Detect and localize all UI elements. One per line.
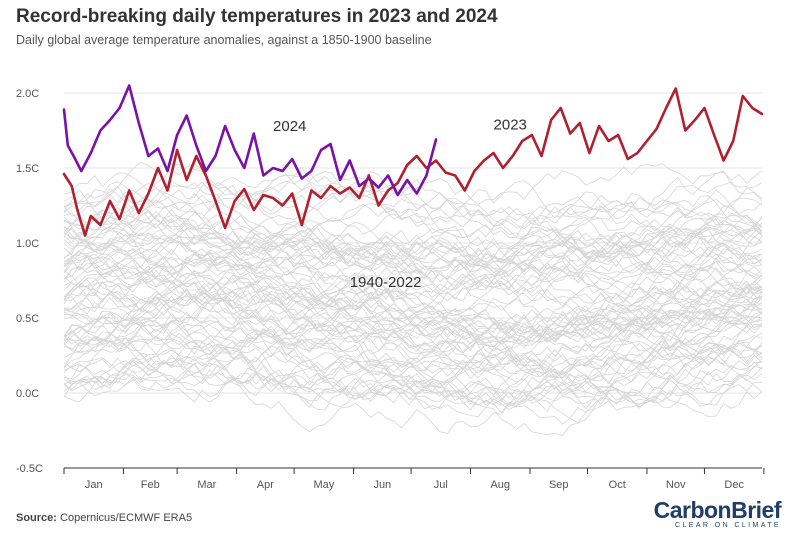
historic-year-line xyxy=(63,209,763,263)
historic-year-line xyxy=(63,238,763,311)
x-tick-label: May xyxy=(313,479,334,491)
historic-year-line xyxy=(63,328,763,376)
y-tick-label: 1.5C xyxy=(16,163,39,175)
historic-year-line xyxy=(63,261,763,339)
historic-year-line xyxy=(63,287,763,345)
historic-year-line xyxy=(63,253,763,325)
x-tick-label: Mar xyxy=(197,479,216,491)
carbonbrief-logo: CarbonBrief CLEAR ON CLIMATE xyxy=(653,497,782,530)
historic-year-line xyxy=(63,206,763,276)
source-text: Copernicus/ECMWF ERA5 xyxy=(60,512,193,524)
historic-year-line xyxy=(63,226,763,285)
historic-year-line xyxy=(63,250,763,307)
series-labels: 2023 2024 1940-2022 xyxy=(273,117,527,292)
historic-year-line xyxy=(63,204,763,265)
x-tick-label: Sep xyxy=(549,479,569,491)
historic-year-line xyxy=(63,297,763,358)
historic-year-line xyxy=(63,282,763,352)
historic-year-line xyxy=(63,358,763,409)
historic-series-lines xyxy=(63,161,763,436)
gridlines: -0.5C 0.0C 0.5C 1.0C 1.5C 2.0C xyxy=(16,88,762,475)
historic-year-line xyxy=(63,200,763,266)
historic-year-line xyxy=(63,256,763,334)
x-tick-label: Dec xyxy=(724,479,744,491)
historic-year-line xyxy=(63,316,763,367)
historic-year-line xyxy=(63,333,763,406)
y-tick-label: -0.5C xyxy=(16,463,43,475)
x-tick-label: Oct xyxy=(609,479,626,491)
logo-word-a: Carbon xyxy=(653,497,732,523)
historic-year-line xyxy=(63,345,763,406)
axes: Jan Feb Mar Apr May Jun Jul Aug Sep Oct Nov Dec xyxy=(63,467,765,491)
historic-year-line xyxy=(63,211,763,275)
historic-year-line xyxy=(63,185,763,230)
historic-year-line xyxy=(63,292,763,371)
historic-year-line xyxy=(63,163,763,238)
historic-year-line xyxy=(63,312,763,382)
series-label-2023: 2023 xyxy=(494,117,527,134)
historic-year-line xyxy=(63,319,763,405)
historic-year-line xyxy=(63,335,763,406)
y-tick-label: 0.5C xyxy=(16,313,39,325)
y-tick-label: 0.0C xyxy=(16,388,39,400)
historic-year-line xyxy=(63,242,763,302)
x-tick-label: Apr xyxy=(257,479,274,491)
source-note: Source: Copernicus/ECMWF ERA5 xyxy=(16,512,192,524)
historic-year-line xyxy=(63,184,763,244)
historic-year-line xyxy=(63,253,763,300)
logo-tagline: CLEAR ON CLIMATE xyxy=(675,522,781,529)
historic-year-line xyxy=(63,312,763,371)
historic-year-line xyxy=(63,217,763,276)
historic-year-line xyxy=(63,362,763,434)
historic-year-line xyxy=(63,277,763,343)
historic-year-line xyxy=(63,259,763,350)
historic-year-line xyxy=(63,284,763,344)
x-tick-label: Nov xyxy=(666,479,686,491)
chart-title: Record-breaking daily temperatures in 20… xyxy=(16,6,498,27)
x-tick-label: Jul xyxy=(434,479,448,491)
x-tick-label: Feb xyxy=(141,479,160,491)
historic-year-line xyxy=(63,295,763,346)
historic-year-line xyxy=(63,269,763,335)
x-tick-label: Jan xyxy=(85,479,103,491)
y-tick-label: 2.0C xyxy=(16,88,39,100)
source-label: Source: xyxy=(16,512,57,524)
historic-year-line xyxy=(63,207,763,268)
historic-year-line xyxy=(63,214,763,268)
highlight-series xyxy=(62,84,764,237)
historic-year-line xyxy=(63,332,763,413)
historic-year-line xyxy=(63,219,763,271)
historic-year-line xyxy=(63,161,763,219)
y-tick-label: 1.0C xyxy=(16,238,39,250)
x-tick-label: Aug xyxy=(490,479,510,491)
logo-wordmark: CarbonBrief xyxy=(653,497,782,523)
historic-year-line xyxy=(63,234,763,298)
series-line-2024 xyxy=(62,84,438,197)
series-line-2023 xyxy=(62,87,764,237)
historic-year-line xyxy=(63,194,763,257)
historic-year-line xyxy=(63,265,763,325)
x-tick-label: Jun xyxy=(373,479,391,491)
logo-word-b: Brief xyxy=(731,497,781,523)
series-label-2024: 2024 xyxy=(273,118,306,135)
historic-year-line xyxy=(63,316,763,378)
historic-year-line xyxy=(63,213,763,276)
chart-subtitle: Daily global average temperature anomali… xyxy=(16,33,432,47)
historic-year-line xyxy=(63,217,763,269)
series-label-historic: 1940-2022 xyxy=(350,274,422,291)
